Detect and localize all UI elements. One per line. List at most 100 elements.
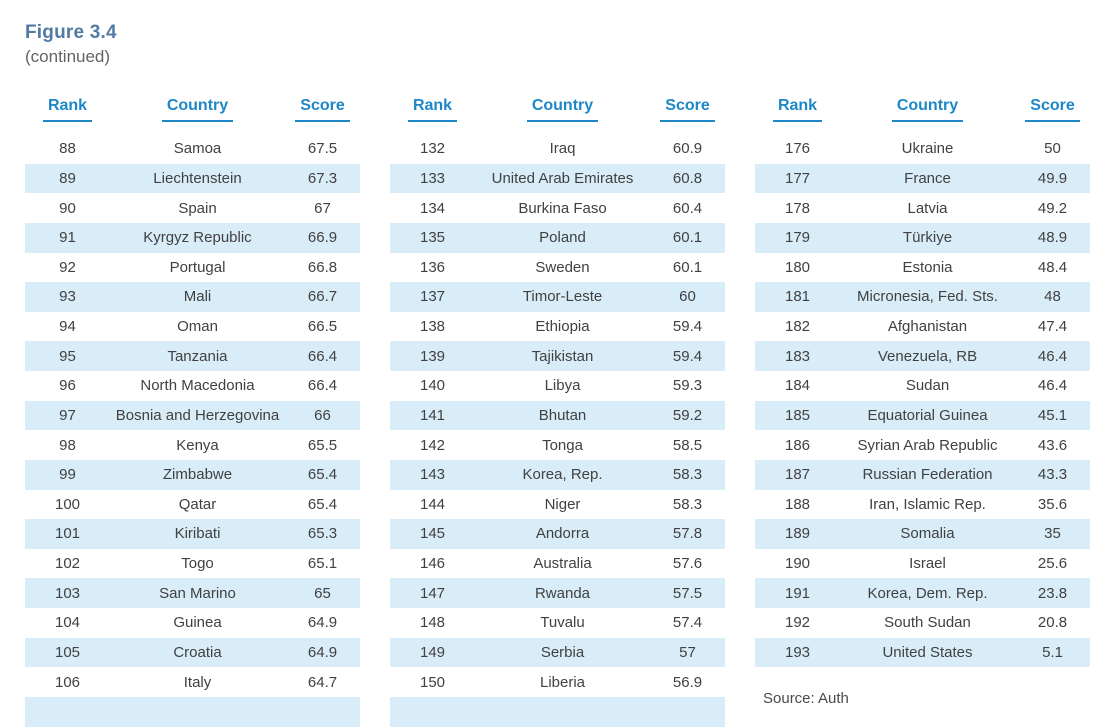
score-cell: 45.1: [1037, 406, 1068, 424]
country-cell: Iran, Islamic Rep.: [869, 496, 986, 512]
table-header-row: Rank Country Score: [755, 96, 1090, 123]
score-cell: 60: [679, 288, 696, 306]
table-row: 191 Korea, Dem. Rep. 23.8: [755, 578, 1090, 608]
score-cell: 48.9: [1037, 229, 1068, 247]
score-cell: 56.9: [672, 673, 703, 691]
table-row: 101 Kiribati 65.3: [25, 519, 360, 549]
rank-cell: 141: [419, 406, 446, 424]
score-cell: 59.4: [672, 347, 703, 365]
table-row: 183 Venezuela, RB 46.4: [755, 341, 1090, 371]
table-row: 95 Tanzania 66.4: [25, 341, 360, 371]
score-cell: 60.4: [672, 199, 703, 217]
country-cell: United Arab Emirates: [491, 170, 634, 186]
country-cell: Portugal: [169, 259, 226, 275]
table-row: 184 Sudan 46.4: [755, 371, 1090, 401]
country-cell: Niger: [544, 496, 581, 512]
table-body: 132 Iraq 60.9 133 United Arab Emirates 60.8 13…: [390, 134, 725, 727]
rank-cell: 97: [59, 406, 76, 424]
score-cell: 25.6: [1037, 555, 1068, 573]
score-cell: 66.7: [307, 288, 338, 306]
table-body: 88 Samoa 67.5 89 Liechtenstein 67.3 90 Spain 67 9…: [25, 134, 360, 727]
score-cell: 58.3: [672, 466, 703, 484]
rank-cell: 90: [59, 199, 76, 217]
country-cell: Liberia: [539, 674, 586, 690]
report-page: { "figure": { "title": "Figure 3.4", "su…: [25, 22, 1090, 727]
country-cell: Latvia: [907, 200, 948, 216]
table-row: 185 Equatorial Guinea 45.1: [755, 400, 1090, 431]
score-cell: 50: [1044, 140, 1061, 158]
rank-header: Rank: [755, 96, 840, 122]
score-cell: 43.3: [1037, 466, 1068, 484]
country-cell: Oman: [177, 319, 218, 335]
ranking-table-1: Rank Country Score 88 Samoa 67.5 89 Liechtenste…: [25, 96, 360, 727]
table-row: 140 Libya 59.3: [390, 371, 725, 401]
country-cell: Serbia: [540, 644, 585, 660]
country-cell: Kyrgyz Republic: [143, 230, 252, 246]
country-cell: France: [904, 170, 951, 186]
table-row: 147 Rwanda 57.5: [390, 578, 725, 608]
score-header: Score: [1015, 96, 1090, 122]
score-cell: 49.2: [1037, 199, 1068, 217]
country-cell: Ukraine: [901, 141, 954, 157]
table-row: 143 Korea, Rep. 58.3: [390, 459, 725, 490]
country-cell: Russian Federation: [862, 467, 993, 483]
country-cell: Syrian Arab Republic: [857, 437, 998, 453]
rank-cell: 185: [784, 406, 811, 424]
score-cell: 60.8: [672, 169, 703, 187]
rank-cell: 145: [419, 525, 446, 543]
rank-cell: 142: [419, 436, 446, 454]
score-header-label: Score: [1025, 96, 1080, 122]
country-header-label: Country: [526, 96, 599, 122]
rank-cell: 183: [784, 347, 811, 365]
score-cell: 46.4: [1037, 377, 1068, 395]
country-cell: Australia: [533, 556, 592, 572]
score-cell: 60.9: [672, 140, 703, 158]
country-cell: Mali: [183, 289, 212, 305]
country-cell: Tuvalu: [540, 615, 585, 631]
country-cell: Croatia: [173, 644, 222, 660]
country-cell: Libya: [544, 378, 581, 394]
country-cell: Poland: [539, 230, 586, 246]
score-cell: 60.1: [672, 258, 703, 276]
country-cell: Venezuela, RB: [877, 348, 978, 364]
score-cell: 57.6: [672, 555, 703, 573]
table-row: 132 Iraq 60.9: [390, 134, 725, 164]
score-cell: 60.1: [672, 229, 703, 247]
country-cell: Ethiopia: [535, 319, 590, 335]
rank-cell: 148: [419, 614, 446, 632]
rank-header-label: Rank: [407, 96, 458, 122]
score-cell: 47.4: [1037, 318, 1068, 336]
source-note: Source: Auth: [763, 690, 849, 707]
score-cell: 57: [679, 643, 696, 661]
rank-cell: 144: [419, 495, 446, 513]
table-row: 137 Timor-Leste 60: [390, 282, 725, 312]
country-cell: Kiribati: [174, 526, 221, 542]
figure-title: Figure 3.4: [25, 22, 117, 43]
table-row: 181 Micronesia, Fed. Sts. 48: [755, 282, 1090, 312]
country-cell: Qatar: [178, 496, 217, 512]
country-cell: Türkiye: [902, 230, 953, 246]
country-cell: South Sudan: [884, 615, 971, 631]
rank-cell: 104: [54, 614, 81, 632]
score-cell: 35.6: [1037, 495, 1068, 513]
country-cell: Togo: [181, 556, 214, 572]
ranking-table-2: Rank Country Score 132 Iraq 60.9 133 United Ara…: [390, 96, 725, 727]
score-cell: 48: [1044, 288, 1061, 306]
rank-cell: 95: [59, 347, 76, 365]
table-row: 179 Türkiye 48.9: [755, 222, 1090, 253]
ranking-tables: Rank Country Score 88 Samoa 67.5 89 Liechtenste…: [25, 96, 1090, 727]
rank-cell: 138: [419, 318, 446, 336]
table-row: 176 Ukraine 50: [755, 134, 1090, 164]
rank-cell: 103: [54, 584, 81, 602]
rank-cell: 179: [784, 229, 811, 247]
table-row: 99 Zimbabwe 65.4: [25, 459, 360, 490]
score-cell: 46.4: [1037, 347, 1068, 365]
country-cell: North Macedonia: [140, 378, 255, 394]
partial-next-row: [25, 696, 360, 727]
table-row: 182 Afghanistan 47.4: [755, 312, 1090, 342]
country-cell: United States: [882, 644, 973, 660]
rank-cell: 89: [59, 169, 76, 187]
rank-cell: 149: [419, 643, 446, 661]
table-row: 103 San Marino 65: [25, 578, 360, 608]
rank-cell: 101: [54, 525, 81, 543]
